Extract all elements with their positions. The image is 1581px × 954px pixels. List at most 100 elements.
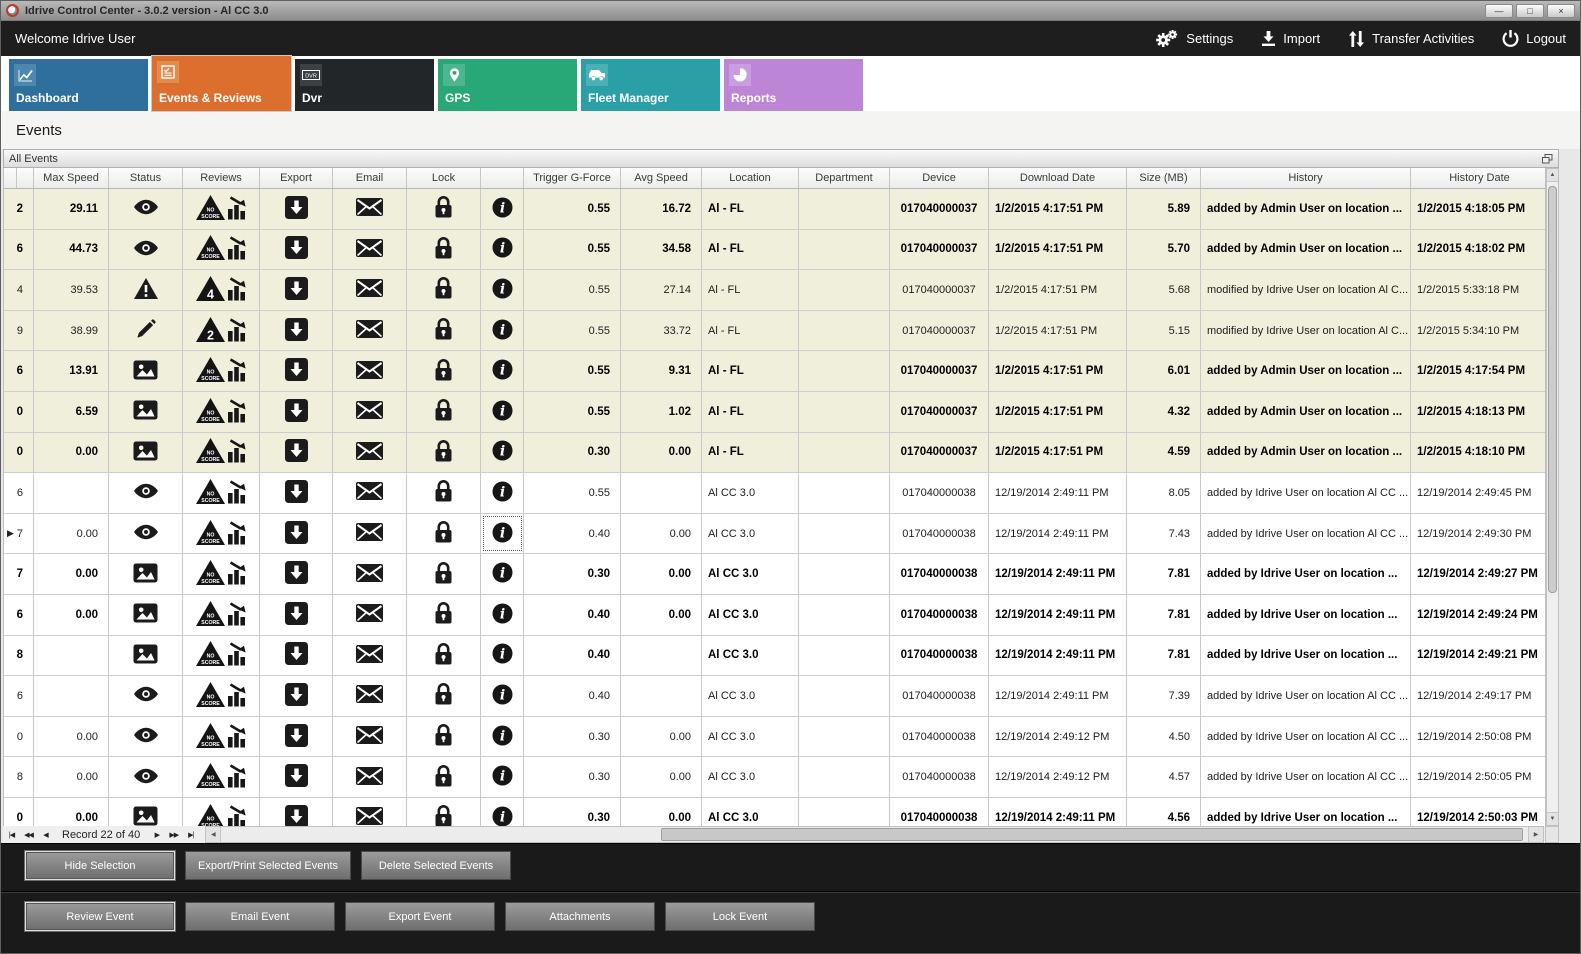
- status-cell[interactable]: [109, 513, 183, 554]
- event-row[interactable]: 0 0.00 NO SCORE i 0.30 0.00 Al CC 3.0 0170400000…: [4, 716, 1545, 758]
- reviews-cell[interactable]: NO SCORE: [183, 554, 260, 594]
- lock-cell[interactable]: [407, 310, 481, 351]
- info-cell[interactable]: i: [481, 270, 524, 310]
- email-cell[interactable]: [333, 635, 407, 676]
- column-header-history[interactable]: History: [1201, 168, 1411, 188]
- export-cell[interactable]: [260, 270, 333, 310]
- lock-cell[interactable]: [407, 351, 481, 391]
- lock-cell[interactable]: [407, 757, 481, 797]
- lock-cell[interactable]: [407, 391, 481, 432]
- export-cell[interactable]: [260, 432, 333, 473]
- tab-reports[interactable]: Reports: [724, 59, 863, 111]
- lock-cell[interactable]: [407, 270, 481, 310]
- reviews-cell[interactable]: NO SCORE: [183, 716, 260, 757]
- reviews-cell[interactable]: NO SCORE: [183, 797, 260, 826]
- status-cell[interactable]: [109, 351, 183, 391]
- reviews-cell[interactable]: NO SCORE: [183, 473, 260, 513]
- export-cell[interactable]: [260, 351, 333, 391]
- reviews-cell[interactable]: 4: [183, 270, 260, 310]
- info-cell[interactable]: i: [481, 635, 524, 676]
- nav-last-button[interactable]: ▶|: [188, 831, 194, 839]
- panel-expand-icon[interactable]: [1542, 153, 1553, 164]
- status-cell[interactable]: [109, 757, 183, 797]
- export-cell[interactable]: [260, 757, 333, 797]
- status-cell[interactable]: [109, 797, 183, 826]
- maximize-button[interactable]: □: [1516, 3, 1544, 18]
- vertical-scrollbar-thumb[interactable]: [1548, 186, 1557, 593]
- close-button[interactable]: ×: [1547, 3, 1575, 18]
- lock-cell[interactable]: [407, 797, 481, 826]
- export-cell[interactable]: [260, 635, 333, 676]
- email-cell[interactable]: [333, 229, 407, 270]
- status-cell[interactable]: [109, 432, 183, 473]
- export-print-selected-events-button[interactable]: Export/Print Selected Events: [185, 851, 352, 880]
- column-header-device[interactable]: Device: [890, 168, 989, 188]
- info-cell[interactable]: i: [481, 432, 524, 473]
- column-header-lock[interactable]: Lock: [407, 168, 481, 188]
- reviews-cell[interactable]: NO SCORE: [183, 391, 260, 432]
- lock-cell[interactable]: [407, 594, 481, 635]
- email-cell[interactable]: [333, 432, 407, 473]
- info-cell[interactable]: i: [481, 676, 524, 716]
- info-cell[interactable]: i: [481, 554, 524, 594]
- nav-next-button[interactable]: ▶: [154, 831, 160, 839]
- event-row[interactable]: 8 NO SCORE i 0.40 Al CC 3.0 017040000038 12/19/…: [4, 635, 1545, 677]
- info-cell[interactable]: i: [481, 757, 524, 797]
- status-cell[interactable]: [109, 554, 183, 594]
- info-cell[interactable]: i: [481, 513, 524, 554]
- status-cell[interactable]: [109, 229, 183, 270]
- column-header-size-mb[interactable]: Size (MB): [1127, 168, 1201, 188]
- column-header-avg-speed[interactable]: Avg Speed: [621, 168, 702, 188]
- reviews-cell[interactable]: NO SCORE: [183, 676, 260, 716]
- lock-cell[interactable]: [407, 189, 481, 229]
- column-header-trigger-g-force[interactable]: Trigger G-Force: [524, 168, 621, 188]
- export-cell[interactable]: [260, 229, 333, 270]
- info-cell[interactable]: i: [481, 797, 524, 826]
- column-header-email[interactable]: Email: [333, 168, 407, 188]
- email-cell[interactable]: [333, 554, 407, 594]
- tab-events-reviews[interactable]: Events & Reviews: [151, 55, 292, 112]
- transfer-activities-button[interactable]: Transfer Activities: [1348, 30, 1474, 47]
- lock-cell[interactable]: [407, 554, 481, 594]
- email-cell[interactable]: [333, 351, 407, 391]
- export-cell[interactable]: [260, 594, 333, 635]
- column-header-history-date[interactable]: History Date: [1411, 168, 1545, 188]
- lock-cell[interactable]: [407, 716, 481, 757]
- event-row[interactable]: 0 6.59 NO SCORE i 0.55 1.02 Al - FL 017040000037…: [4, 391, 1545, 433]
- reviews-cell[interactable]: NO SCORE: [183, 189, 260, 229]
- export-cell[interactable]: [260, 554, 333, 594]
- tab-fleet-manager[interactable]: Fleet Manager: [581, 59, 720, 111]
- nav-prev-page-button[interactable]: ◀◀: [24, 831, 34, 839]
- event-row[interactable]: 6 0.00 NO SCORE i 0.40 0.00 Al CC 3.0 0170400000…: [4, 594, 1545, 636]
- nav-prev-button[interactable]: ◀: [43, 831, 48, 839]
- email-cell[interactable]: [333, 716, 407, 757]
- nav-first-button[interactable]: |◀: [8, 831, 15, 839]
- export-cell[interactable]: [260, 310, 333, 351]
- email-cell[interactable]: [333, 513, 407, 554]
- lock-cell[interactable]: [407, 676, 481, 716]
- status-cell[interactable]: [109, 270, 183, 310]
- event-row[interactable]: 6 NO SCORE i 0.40 Al CC 3.0 017040000038 12/19/…: [4, 676, 1545, 717]
- column-header-export[interactable]: Export: [260, 168, 333, 188]
- export-cell[interactable]: [260, 676, 333, 716]
- info-cell[interactable]: i: [481, 189, 524, 229]
- export-event-button[interactable]: Export Event: [345, 902, 495, 931]
- settings-button[interactable]: Settings: [1155, 29, 1233, 49]
- status-cell[interactable]: [109, 594, 183, 635]
- reviews-cell[interactable]: NO SCORE: [183, 594, 260, 635]
- status-cell[interactable]: [109, 310, 183, 351]
- status-cell[interactable]: [109, 635, 183, 676]
- event-row[interactable]: 0 0.00 NO SCORE i 0.30 0.00 Al - FL 017040000037…: [4, 432, 1545, 474]
- info-cell[interactable]: i: [481, 594, 524, 635]
- export-cell[interactable]: [260, 473, 333, 513]
- export-cell[interactable]: [260, 391, 333, 432]
- event-row[interactable]: ▶ 7 0.00 NO SCORE i 0.40 0.00 Al CC 3.0 017040000…: [4, 513, 1545, 555]
- lock-cell[interactable]: [407, 513, 481, 554]
- tab-dvr[interactable]: DVR Dvr: [295, 59, 434, 111]
- email-cell[interactable]: [333, 310, 407, 351]
- hide-selection-button[interactable]: Hide Selection: [25, 851, 175, 880]
- reviews-cell[interactable]: NO SCORE: [183, 351, 260, 391]
- export-cell[interactable]: [260, 513, 333, 554]
- info-cell[interactable]: i: [481, 351, 524, 391]
- scroll-right-arrow-icon[interactable]: ▶: [1528, 827, 1543, 842]
